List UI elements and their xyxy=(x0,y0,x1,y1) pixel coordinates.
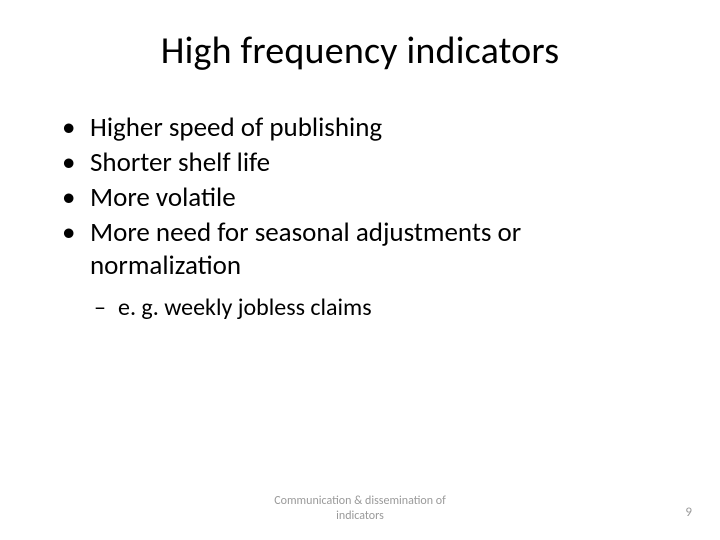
footer-line-1: Communication & dissemination of xyxy=(274,494,446,508)
list-item: Shorter shelf life xyxy=(60,147,670,180)
footer-text: Communication & dissemination of indicat… xyxy=(0,494,720,524)
page-number: 9 xyxy=(685,505,692,520)
slide: High frequency indicators Higher speed o… xyxy=(0,0,720,540)
list-item: More need for seasonal adjustments or no… xyxy=(60,217,670,323)
slide-title: High frequency indicators xyxy=(50,28,670,74)
sub-bullet-list: e. g. weekly jobless claims xyxy=(90,293,670,323)
list-item-text: More need for seasonal adjustments or no… xyxy=(90,216,521,282)
bullet-list: Higher speed of publishing Shorter shelf… xyxy=(50,112,670,323)
sub-list-item: e. g. weekly jobless claims xyxy=(94,293,670,323)
list-item: More volatile xyxy=(60,182,670,215)
list-item: Higher speed of publishing xyxy=(60,112,670,145)
footer-line-2: indicators xyxy=(336,509,384,523)
